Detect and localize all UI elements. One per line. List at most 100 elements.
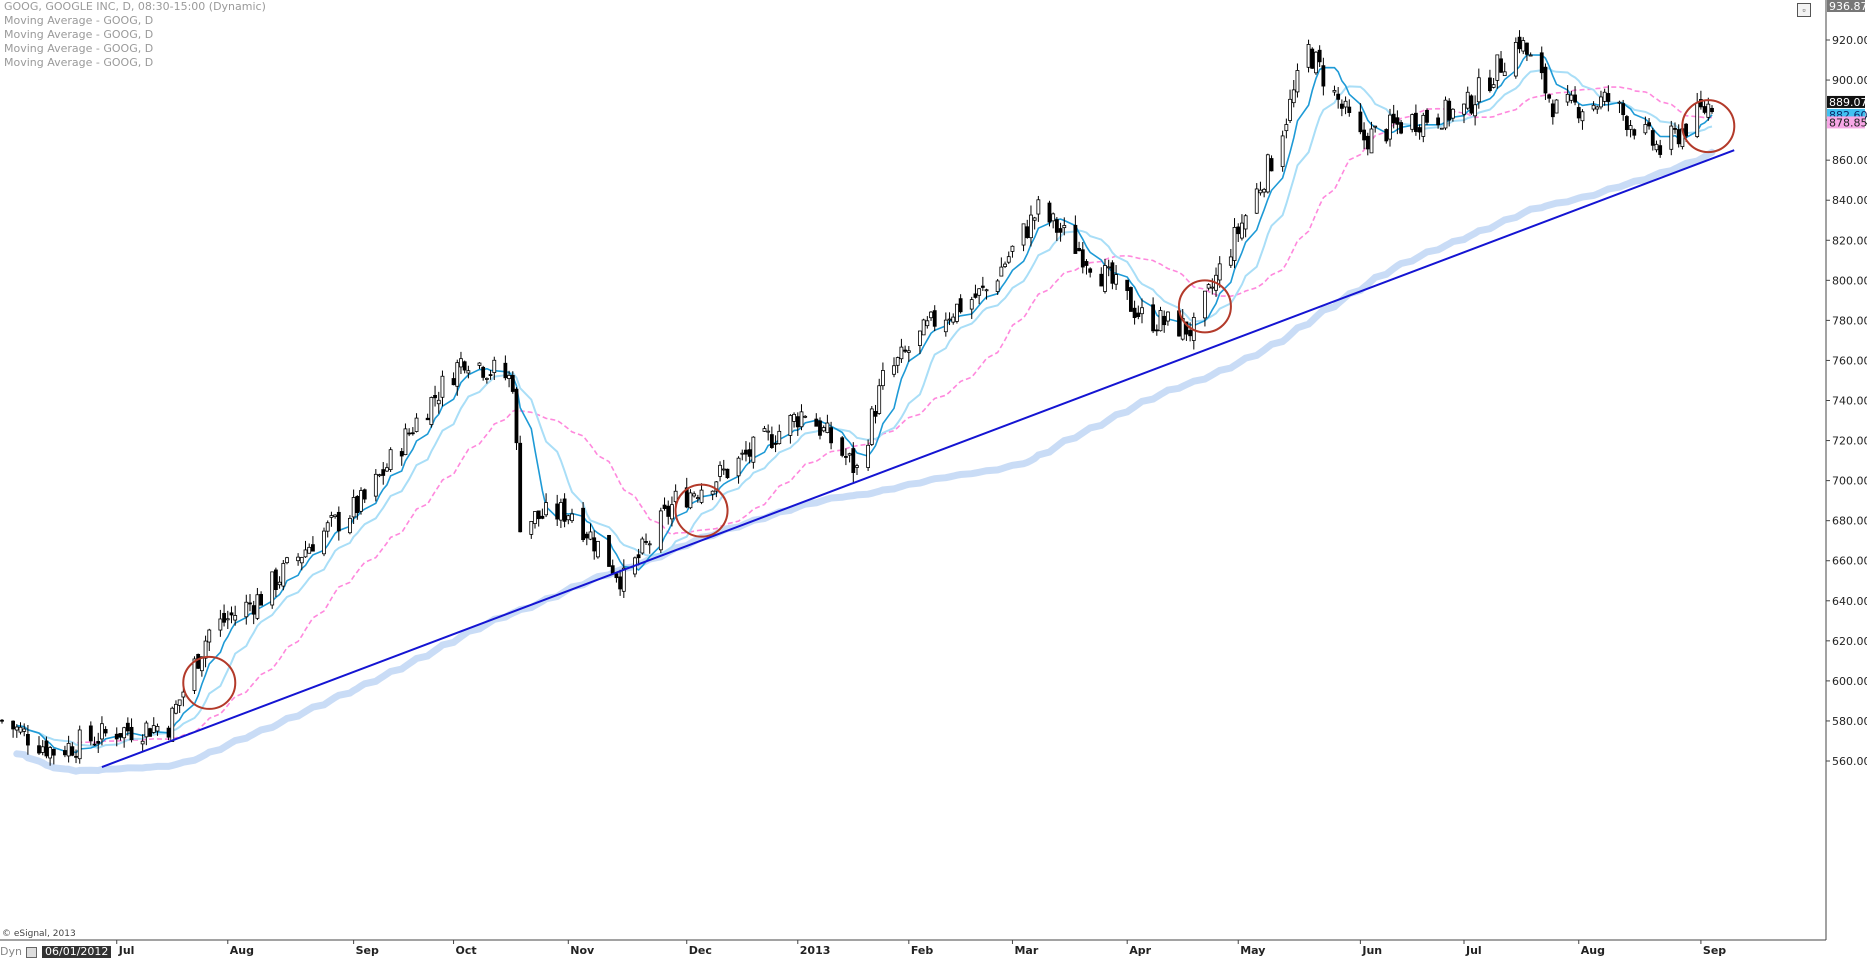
candle-body bbox=[766, 430, 771, 433]
candle-body bbox=[1058, 228, 1063, 233]
y-tick-label: 660.00 bbox=[1832, 555, 1867, 568]
candle-body bbox=[140, 740, 145, 745]
candle-body bbox=[311, 544, 315, 552]
candle-body bbox=[1232, 227, 1237, 261]
candle-body bbox=[507, 374, 511, 379]
candle-body bbox=[270, 571, 275, 606]
price-tag-top: 936.87 bbox=[1829, 0, 1867, 13]
candle-body bbox=[1228, 256, 1233, 266]
price-tag-last: 889.07 bbox=[1829, 96, 1867, 109]
candle-body bbox=[1525, 42, 1529, 55]
candle-body bbox=[1128, 287, 1133, 312]
candle-body bbox=[122, 727, 127, 739]
y-tick-label: 800.00 bbox=[1832, 274, 1867, 287]
month-label: Jul bbox=[118, 944, 135, 957]
legend-title: GOOG, GOOGLE INC, D, 08:30-15:00 (Dynami… bbox=[4, 0, 266, 13]
candle-body bbox=[1606, 93, 1611, 102]
candle-body bbox=[1513, 42, 1518, 77]
calendar-icon[interactable] bbox=[26, 947, 37, 958]
candle-body bbox=[1306, 44, 1311, 68]
candle-body bbox=[377, 474, 382, 477]
candle-body bbox=[1206, 284, 1211, 289]
candle-body bbox=[818, 420, 822, 436]
candle-body bbox=[562, 498, 567, 522]
candle-body bbox=[129, 726, 134, 741]
candle-body bbox=[1417, 127, 1422, 133]
candle-body bbox=[873, 410, 878, 417]
candle-body bbox=[1029, 214, 1033, 239]
candle-body bbox=[777, 430, 782, 445]
candle-body bbox=[969, 299, 974, 310]
candle-body bbox=[588, 531, 593, 540]
candle-body bbox=[1099, 273, 1104, 287]
candle-body bbox=[640, 538, 645, 554]
candle-body bbox=[74, 755, 78, 758]
candle-body bbox=[459, 358, 463, 368]
legend-ma-4: Moving Average - GOOG, D bbox=[4, 56, 154, 69]
candle-body bbox=[747, 449, 752, 457]
candle-body bbox=[1436, 117, 1441, 126]
candle-body bbox=[63, 750, 67, 756]
candle-body bbox=[1599, 96, 1603, 108]
candle-body bbox=[1706, 103, 1711, 118]
candle-body bbox=[581, 507, 586, 540]
candle-body bbox=[518, 442, 523, 533]
candle-body bbox=[751, 436, 756, 463]
candle-body bbox=[899, 346, 904, 360]
candle-body bbox=[1125, 279, 1130, 291]
highlight-circle bbox=[182, 655, 237, 710]
maximize-icon[interactable]: ▫ bbox=[1797, 3, 1811, 17]
candle-body bbox=[544, 502, 548, 516]
candle-body bbox=[1336, 93, 1341, 100]
candle-body bbox=[1236, 226, 1241, 235]
candle-body bbox=[788, 415, 793, 436]
candle-body bbox=[151, 725, 156, 733]
candle-body bbox=[170, 707, 175, 742]
candle-body bbox=[1291, 89, 1296, 104]
candle-body bbox=[251, 605, 256, 615]
candle-body bbox=[148, 728, 152, 737]
candle-body bbox=[385, 467, 389, 472]
candle-body bbox=[66, 742, 71, 757]
candle-body bbox=[1391, 113, 1396, 124]
candle-body bbox=[325, 522, 330, 532]
candle-body bbox=[433, 395, 437, 399]
candle-body bbox=[1695, 102, 1700, 137]
candle-body bbox=[336, 511, 341, 532]
candle-body bbox=[843, 456, 848, 458]
candle-body bbox=[1051, 213, 1056, 222]
month-label: Sep bbox=[1703, 944, 1726, 957]
candle-body bbox=[1258, 189, 1263, 194]
candle-body bbox=[881, 370, 885, 387]
candle-body bbox=[1502, 71, 1507, 77]
candle-body bbox=[1343, 100, 1348, 108]
candle-body bbox=[1140, 307, 1144, 315]
y-tick-label: 920.00 bbox=[1832, 34, 1867, 47]
candle-body bbox=[647, 543, 652, 546]
candle-body bbox=[1284, 124, 1289, 132]
candle-body bbox=[710, 490, 715, 495]
candle-body bbox=[1554, 99, 1559, 114]
candle-body bbox=[973, 293, 978, 298]
month-label: Mar bbox=[1014, 944, 1038, 957]
candle-body bbox=[207, 629, 212, 643]
candle-body bbox=[725, 468, 730, 479]
candle-body bbox=[451, 378, 456, 386]
price-tag-ma2: 878.85 bbox=[1829, 116, 1867, 129]
candle-body bbox=[895, 357, 900, 366]
candle-body bbox=[803, 415, 808, 418]
candle-body bbox=[903, 349, 908, 352]
candle-body bbox=[1080, 249, 1085, 268]
candle-body bbox=[244, 601, 249, 618]
candle-body bbox=[203, 640, 208, 659]
start-date-field[interactable]: 06/01/2012 bbox=[42, 946, 112, 958]
candle-body bbox=[1473, 104, 1478, 117]
candle-body bbox=[932, 310, 937, 327]
candle-body bbox=[177, 699, 182, 706]
candle-body bbox=[1447, 100, 1452, 121]
candle-body bbox=[100, 723, 104, 740]
y-tick-label: 640.00 bbox=[1832, 595, 1867, 608]
candle-body bbox=[1280, 135, 1285, 167]
candle-body bbox=[1162, 315, 1167, 326]
